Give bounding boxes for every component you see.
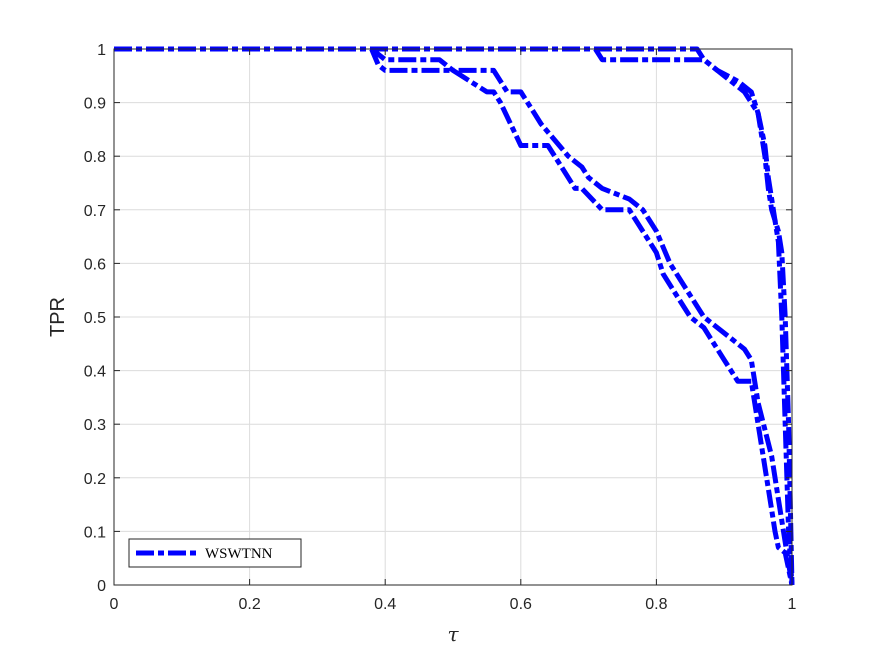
series-lines: [114, 46, 795, 586]
y-tick-label: 0: [97, 578, 106, 595]
y-tick-label: 0.9: [84, 96, 106, 113]
y-tick-label: 0.7: [84, 203, 106, 220]
y-tick-label: 0.2: [84, 471, 106, 488]
x-tick-label: 0.8: [645, 596, 667, 613]
x-axis-label: τ: [447, 622, 459, 646]
series-line-2: [114, 46, 795, 586]
y-tick-label: 0.1: [84, 524, 106, 541]
x-tick-label: 1: [788, 596, 797, 613]
y-tick-label: 0.4: [84, 364, 106, 381]
y-tick-label: 0.8: [84, 149, 106, 166]
x-tick-label: 0.6: [510, 596, 532, 613]
series-line-1: [114, 46, 795, 586]
legend: WSWTNN: [128, 538, 302, 568]
grid-lines: [113, 48, 793, 586]
x-tick-label: 0.4: [374, 596, 396, 613]
y-tick-label: 0.3: [84, 417, 106, 434]
y-tick-label: 1: [97, 42, 106, 59]
axis-ticks: [113, 48, 793, 586]
series-line-4: [114, 46, 795, 586]
x-tick-label: 0.2: [238, 596, 260, 613]
x-tick-label: 0: [110, 596, 119, 613]
x-tick-labels: 0 0.2 0.4 0.6 0.8 1: [110, 596, 797, 613]
legend-box: [128, 538, 302, 568]
legend-label: WSWTNN: [205, 546, 273, 562]
y-tick-label: 0.6: [84, 256, 106, 273]
y-tick-labels: 0 0.1 0.2 0.3 0.4 0.5 0.6 0.7 0.8 0.9 1: [84, 42, 106, 595]
y-axis-label: TPR: [47, 297, 69, 337]
y-tick-label: 0.5: [84, 310, 106, 327]
